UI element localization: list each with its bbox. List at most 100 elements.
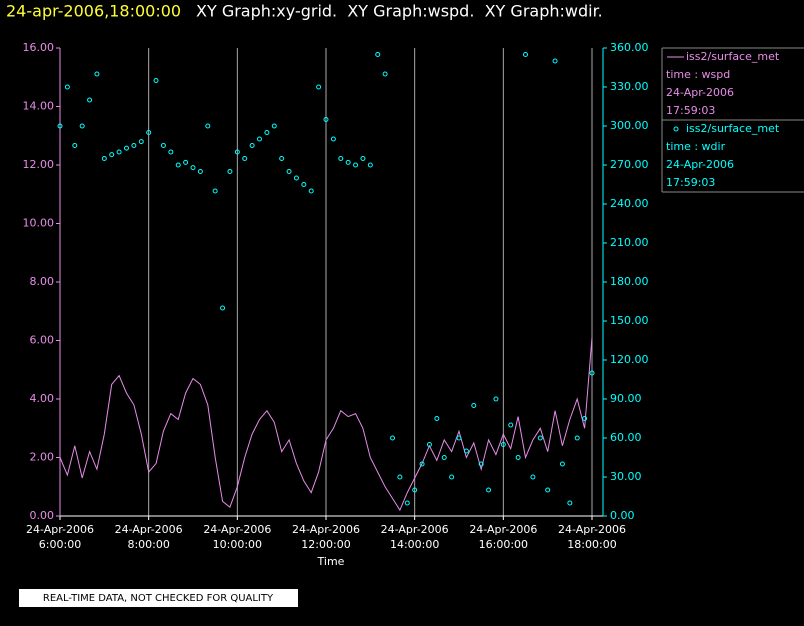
data-point [567,500,573,506]
data-point [552,58,558,64]
data-point [168,149,174,155]
x-tick-label: 24-Apr-2006 16:00:00 [469,523,537,551]
y2-tick-label: 240.00 [610,197,649,210]
data-point [212,188,218,194]
legend-detail: time : wspd [666,68,730,81]
data-point [286,169,292,174]
y-tick-label: 6.00 [30,334,55,347]
y2-tick-label: 60.00 [610,431,642,444]
data-point [234,149,240,155]
data-point [441,455,447,460]
data-point [397,474,403,480]
x-tick-label: 24-Apr-2006 18:00:00 [558,523,626,551]
data-point [486,487,492,493]
legend-label: iss2/surface_met [686,122,780,135]
data-point [175,162,181,168]
data-point [293,175,299,181]
data-point [87,97,93,103]
data-point [72,143,78,148]
data-point [353,162,359,168]
data-point [515,455,521,460]
y-tick-label: 10.00 [23,217,55,230]
data-point [382,71,388,77]
data-point [109,152,115,158]
chart-title: 24-apr-2006,18:00:00 [6,2,181,21]
data-point [537,435,543,441]
data-point [330,136,336,142]
data-point [257,136,262,142]
data-point [493,396,499,402]
data-point [574,435,580,441]
data-point [345,159,351,165]
y2-tick-label: 210.00 [610,236,649,249]
data-point [360,156,366,161]
data-point [79,123,85,129]
x-tick-label: 24-Apr-2006 6:00:00 [26,523,94,551]
y2-tick-label: 30.00 [610,470,642,483]
data-point [463,448,469,454]
y-tick-label: 16.00 [23,41,55,54]
legend-detail: 17:59:03 [666,104,715,117]
data-point [301,182,307,187]
data-point [323,117,329,122]
data-point [471,403,477,408]
data-point [64,84,70,90]
data-point [220,305,226,311]
data-point [94,71,100,77]
y-tick-label: 4.00 [30,392,55,405]
data-point [478,461,484,467]
data-point [116,149,122,155]
data-point [419,461,425,467]
y-tick-label: 2.00 [30,451,55,464]
data-point [412,487,418,493]
data-point [449,474,455,480]
data-point [508,422,514,428]
data-point [582,416,588,421]
chart-subtitle: XY Graph:xy-grid. XY Graph:wspd. XY Grap… [196,2,603,21]
data-point [316,84,322,90]
legend-detail: 24-Apr-2006 [666,158,734,171]
data-point [249,143,255,148]
data-point [426,442,432,447]
data-point [242,156,248,161]
data-point [183,159,189,165]
data-point [308,188,314,194]
data-point [530,474,536,480]
y2-tick-label: 90.00 [610,392,642,405]
y2-tick-label: 180.00 [610,275,649,288]
data-point [101,156,107,161]
data-point [500,442,506,447]
data-point [227,169,233,174]
note: REAL-TIME DATA, NOT CHECKED FOR QUALITY [43,593,274,604]
y-tick-label: 8.00 [30,275,55,288]
legend-detail: 24-Apr-2006 [666,86,734,99]
y2-tick-label: 120.00 [610,353,649,366]
data-point [545,487,551,493]
legend-swatch [673,126,679,132]
note-box [19,589,298,607]
x-axis-label: Time [317,555,345,568]
data-point [271,123,277,129]
x-tick-label: 24-Apr-2006 14:00:00 [381,523,449,551]
legend-label: iss2/surface_met [686,50,780,63]
data-point [589,370,595,376]
data-point [390,435,395,441]
y2-tick-label: 360.00 [610,41,649,54]
x-tick-label: 24-Apr-2006 10:00:00 [203,523,271,551]
x-tick-label: 24-Apr-2006 8:00:00 [115,523,183,551]
data-point [279,156,285,161]
y2-tick-label: 150.00 [610,314,649,327]
data-point [124,145,129,151]
legend-detail: 17:59:03 [666,176,715,189]
y-tick-label: 0.00 [30,509,55,522]
data-point [375,52,381,57]
series-line [59,337,593,512]
y-tick-label: 12.00 [23,158,55,171]
data-point [205,123,211,129]
legend-detail: time : wdir [666,140,726,153]
data-point [404,500,410,506]
data-point [523,52,528,57]
